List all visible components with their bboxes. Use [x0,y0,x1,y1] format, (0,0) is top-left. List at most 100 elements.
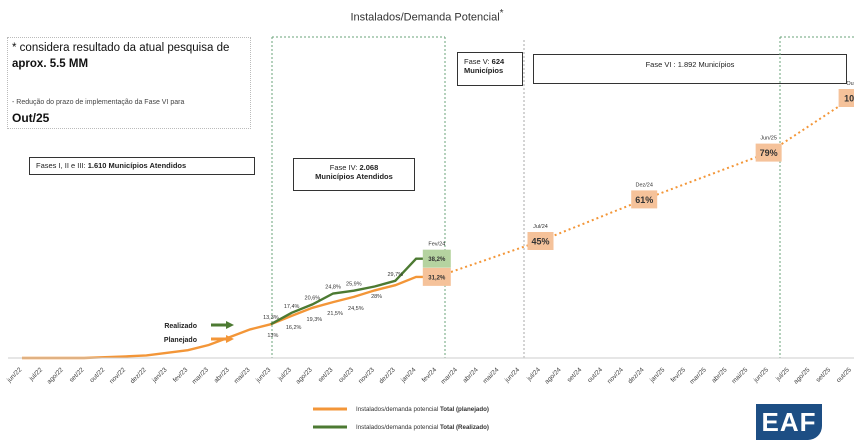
x-tick-label: jul/23 [276,366,293,383]
x-tick-label: nov/23 [357,366,376,385]
value-box [422,249,451,268]
value-box-month: Jun/25 [760,136,777,142]
value-box-month: Out/ [846,81,854,87]
value-box-month: Jul/24 [533,224,548,230]
x-tick-label: fev/24 [421,366,439,384]
x-tick-label: abr/24 [462,366,480,384]
x-tick-label: fev/25 [670,366,688,384]
phase-1-3-label: Fases I, II e III: [36,161,88,170]
legend-label: Instalados/demanda potencial Total (plan… [356,406,489,413]
chart-title-text: Instalados/Demanda Potencial [350,11,500,24]
phase-4-line2: Municípios Atendidos [315,172,393,181]
value-box [527,232,554,250]
legend-series-name: Total (Realizado) [440,424,489,431]
note-line-2: aprox. 5.5 MM [12,58,89,70]
value-box-label: 100 [844,94,854,104]
value-box-label: 45% [531,237,549,247]
data-label-planejado: 24,5% [348,306,364,312]
series-line-realizado [270,257,437,326]
x-tick-label: fev/23 [172,366,190,384]
x-tick-label: jan/23 [150,366,168,384]
x-tick-label: set/23 [317,366,335,384]
inline-legend-label: Planejado [164,337,197,344]
note-line-3: - Redução do prazo de implementação da F… [12,99,185,106]
legend-prefix: Instalados/demanda potencial [356,406,440,413]
x-tick-label: dez/23 [378,366,397,385]
x-tick-label: mar/23 [191,366,211,386]
inline-legend-label: Realizado [164,323,197,330]
note-line-1: * considera resultado da atual pesquisa … [12,42,230,54]
data-label-realizado: 29,7% [388,272,404,278]
phase-5-label: Fase V: [464,57,492,66]
x-tick-label: mar/25 [689,366,709,386]
chart-title-mark: * [499,8,504,19]
legend-prefix: Instalados/demanda potencial [356,424,440,431]
x-tick-label: set/25 [815,366,833,384]
data-label-planejado: 21,5% [327,311,343,317]
x-tick-label: out/23 [338,366,356,384]
inline-legend-arrow-head [226,321,234,329]
data-label-planejado: 28% [371,294,382,300]
x-tick-label: dez/22 [129,366,148,385]
x-tick-label: ago/22 [46,366,65,385]
value-box [755,143,782,162]
x-tick-label: ago/25 [793,366,812,385]
x-tick-label: jun/25 [752,366,770,384]
phase-4-label: Fase IV: [329,163,360,172]
x-tick-label: ago/24 [544,366,563,385]
x-tick-label: mai/23 [233,366,252,385]
x-tick-label: jan/24 [399,366,417,384]
value-box-label: 31,2% [428,275,446,281]
chart-title: Instalados/Demanda Potencial* [0,8,854,24]
note-box [7,37,251,129]
x-tick-label: jun/23 [254,366,272,384]
data-label-realizado: 25,9% [346,282,362,288]
x-tick-label: abr/25 [711,366,729,384]
value-box-label: 38,2% [428,257,446,263]
value-box-label: 61% [635,195,653,205]
x-tick-label: nov/22 [108,366,127,385]
x-tick-label: set/24 [566,366,584,384]
x-tick-label: jan/25 [648,366,666,384]
x-tick-label: out/22 [89,366,107,384]
phase-6-box: Fase VI : 1.892 Municípios [533,54,847,84]
x-tick-label: mai/24 [482,366,501,385]
note-line-4: Out/25 [12,111,50,125]
value-box-month: Fev/24 [428,242,445,248]
value-box [838,89,854,107]
legend-label: Instalados/demanda potencial Total (Real… [356,424,489,431]
x-tick-label: mar/24 [440,366,460,386]
x-tick-label: out/25 [835,366,853,384]
data-label-realizado: 13,3% [263,315,279,321]
data-label-realizado: 24,8% [325,285,341,291]
phase-4-box: Fase IV: 2.068 Municípios Atendidos [293,158,415,191]
x-tick-label: jul/22 [28,366,45,383]
phase-1-3-value: 1.610 Municípios Atendidos [87,161,187,170]
x-tick-label: abr/23 [213,366,231,384]
phase-5-value: 624 [491,57,505,66]
data-label-realizado: 17,4% [284,304,300,310]
x-tick-label: jul/25 [774,366,791,383]
value-box-label: 79% [760,148,778,158]
x-tick-label: jun/22 [5,366,23,384]
phase-6-text: Fase VI : 1.892 Municípios [645,60,735,69]
data-label-planejado: 19,3% [307,317,323,323]
x-tick-label: nov/24 [606,366,625,385]
value-box [422,267,451,286]
value-box-month: Dez/24 [635,182,652,188]
x-tick-label: out/24 [586,366,604,384]
data-label-planejado: 16,2% [286,325,302,331]
legend-series-name: Total (planejado) [440,406,489,413]
phase-5-line2: Municípios [464,66,504,75]
value-box [631,190,658,209]
x-tick-label: set/22 [68,366,86,384]
series-line-planejado [22,275,437,360]
x-tick-label: jun/24 [503,366,521,384]
phase-4-value: 2.068 [359,163,379,172]
phase-5-box: Fase V: 624 Municípios [457,52,523,86]
phase-1-3-box: Fases I, II e III: 1.610 Municípios Aten… [29,157,255,175]
data-label-planejado: 13% [267,333,278,339]
x-tick-label: ago/23 [295,366,314,385]
eaf-logo: EAF [756,404,822,440]
